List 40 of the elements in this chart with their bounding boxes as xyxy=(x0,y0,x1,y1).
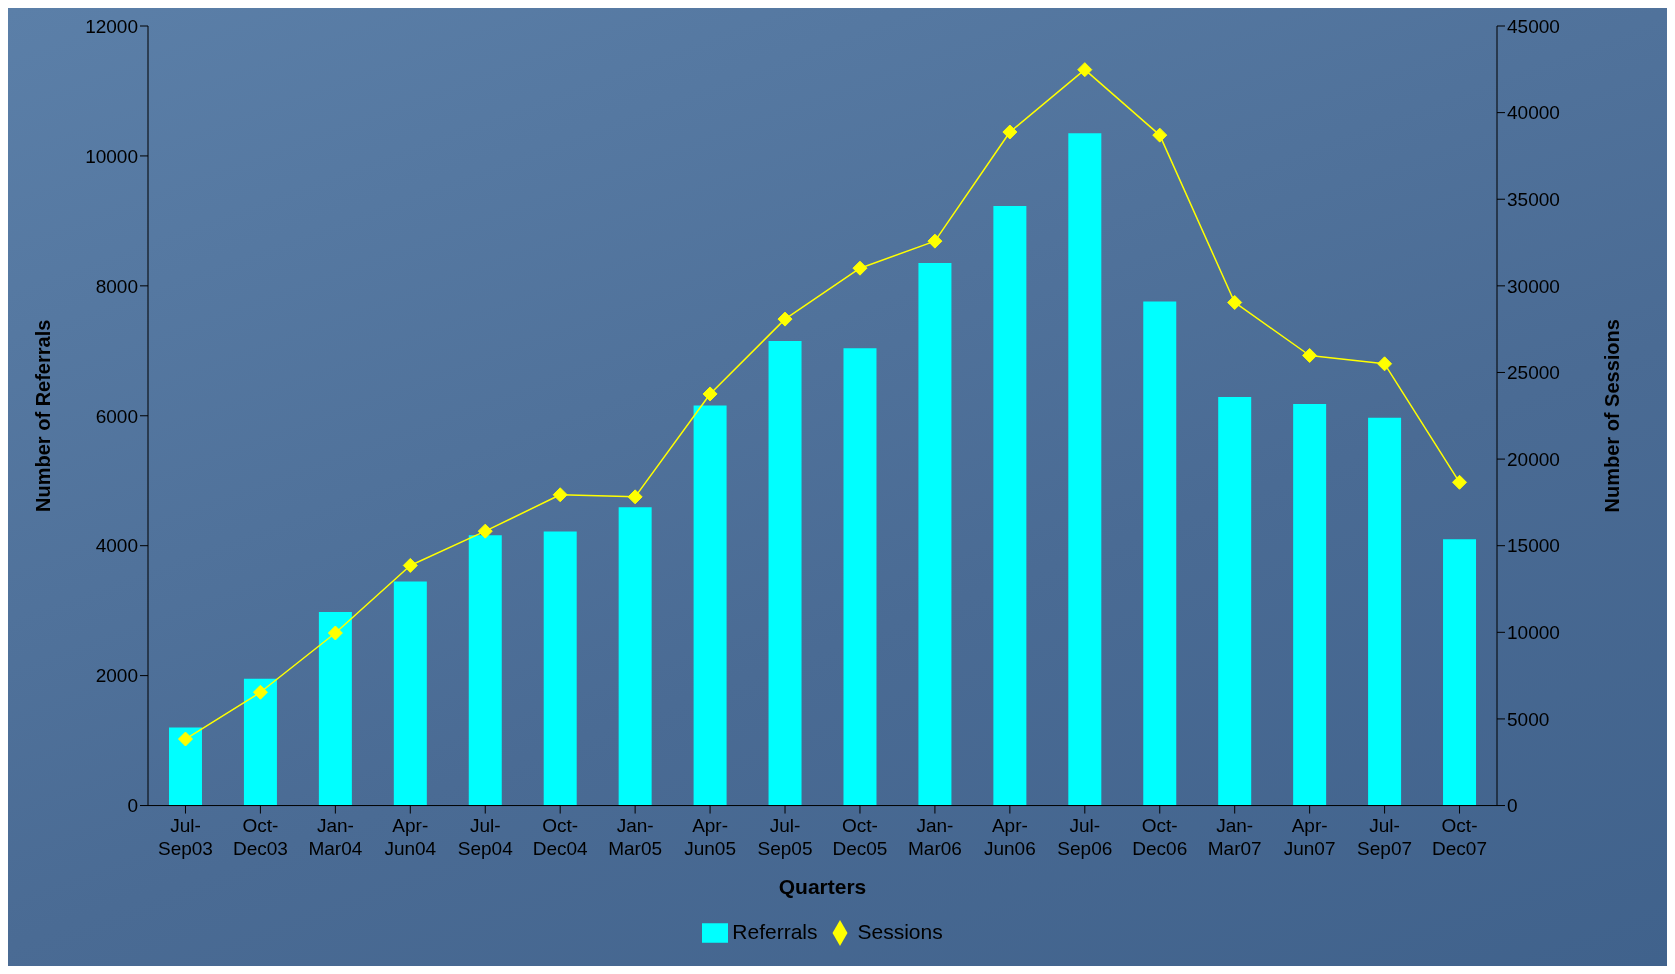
x-tick-label: Jul-Sep05 xyxy=(757,814,813,859)
y-tick-label: 8000 xyxy=(95,275,138,297)
y-tick-label: 12000 xyxy=(85,15,138,37)
y2-tick-label: 35000 xyxy=(1507,188,1560,210)
y2-tick-label: 0 xyxy=(1507,795,1518,817)
x-tick-label: Oct-Dec04 xyxy=(532,814,589,859)
x-tick-label: Oct-Dec07 xyxy=(1432,814,1487,859)
y2-tick-label: 30000 xyxy=(1507,275,1560,297)
x-tick-label: Jul-Sep06 xyxy=(1057,814,1113,859)
x-tick-label: Oct-Dec05 xyxy=(832,814,888,859)
x-tick-label: Jan-Mar04 xyxy=(308,814,363,859)
y2-axis-title: Number of Sessions xyxy=(1601,319,1624,513)
x-tick-label: Jul-Sep07 xyxy=(1357,814,1413,859)
y2-tick-label: 45000 xyxy=(1507,15,1560,37)
x-tick-label: Oct-Dec03 xyxy=(232,814,288,859)
x-tick-label: Jul-Sep03 xyxy=(158,814,213,859)
x-tick-label: Apr-Jun06 xyxy=(983,814,1036,859)
y-tick-label: 0 xyxy=(127,795,138,817)
legend-label: Referrals xyxy=(732,919,818,943)
x-tick-label: Jan-Mar05 xyxy=(608,814,663,859)
y-tick-label: 10000 xyxy=(85,145,138,167)
y2-tick-label: 25000 xyxy=(1507,362,1560,384)
y2-tick-label: 10000 xyxy=(1507,622,1560,644)
y2-tick-label: 40000 xyxy=(1507,102,1560,124)
legend-label: Sessions xyxy=(857,919,943,943)
x-tick-label: Apr-Jun07 xyxy=(1283,814,1336,859)
y-tick-label: 2000 xyxy=(95,665,138,687)
x-tick-label: Jul-Sep04 xyxy=(457,814,514,859)
x-axis-title: Quarters xyxy=(778,874,867,898)
y-axis-title: Number of Referrals xyxy=(32,319,55,512)
y-tick-label: 6000 xyxy=(95,405,138,427)
y-tick-label: 4000 xyxy=(95,535,138,557)
y2-tick-label: 5000 xyxy=(1507,708,1550,730)
x-tick-label: Apr-Jun05 xyxy=(684,814,736,859)
x-tick-label: Jan-Mar06 xyxy=(907,814,962,859)
y2-tick-label: 20000 xyxy=(1507,448,1560,470)
y2-tick-label: 15000 xyxy=(1507,535,1560,557)
x-tick-label: Oct-Dec06 xyxy=(1132,814,1188,859)
x-tick-label: Apr-Jun04 xyxy=(384,814,437,859)
x-tick-label: Jan-Mar07 xyxy=(1207,814,1262,859)
